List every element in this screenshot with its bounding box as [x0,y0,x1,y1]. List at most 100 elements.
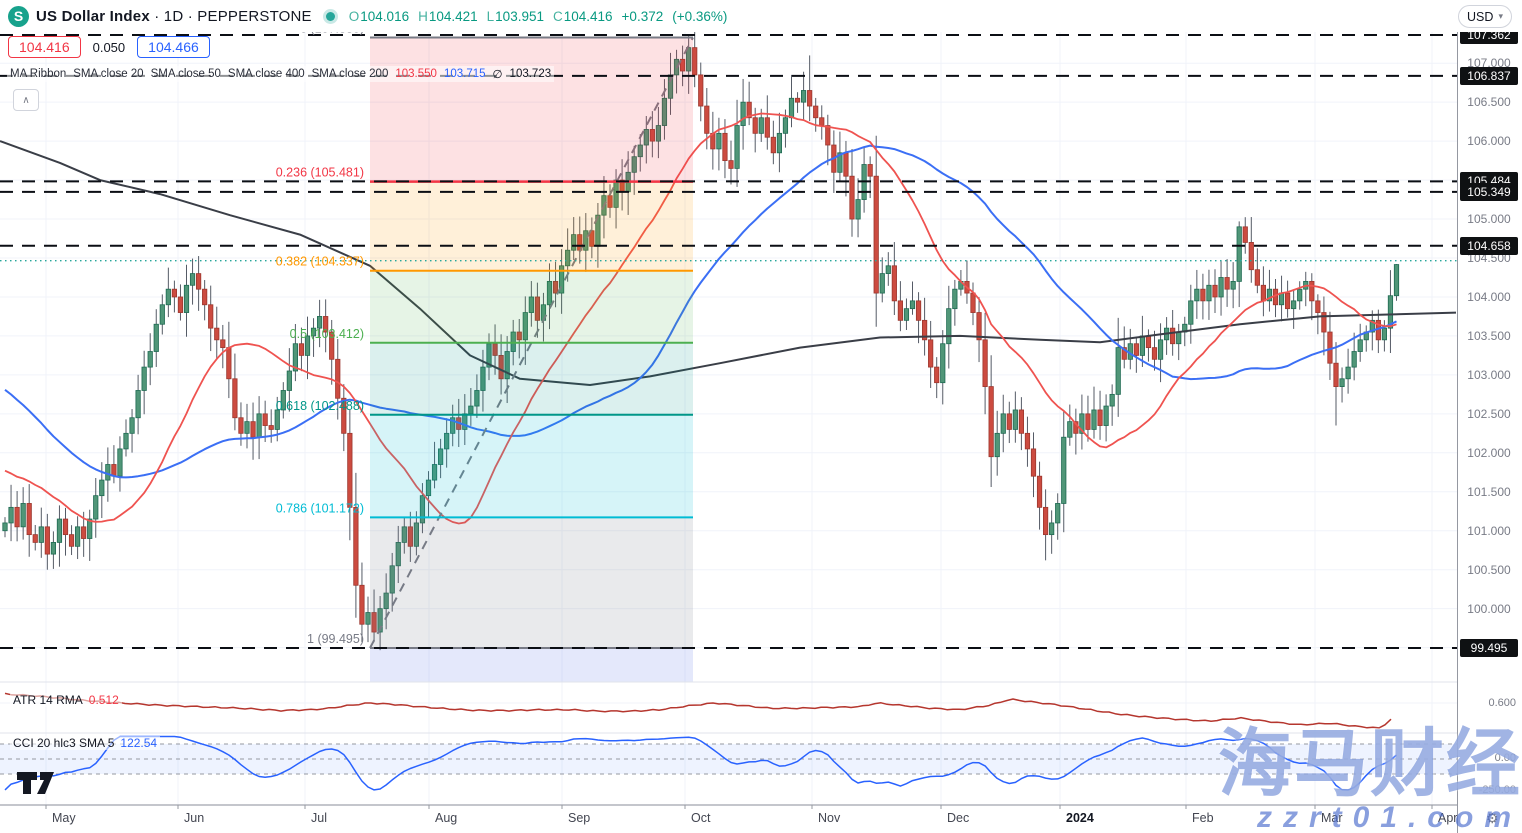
sma200-line [0,140,1457,386]
fib-band [370,342,693,415]
candle-down [819,117,825,126]
currency-dropdown[interactable]: USD ▾ [1458,5,1512,28]
candle-up [1357,339,1363,352]
candle-down [1145,335,1152,349]
candle-up [1012,409,1018,430]
cci-line [4,735,1397,791]
candle-down [1151,347,1158,360]
candle-up [940,343,946,384]
candle-up [909,300,916,310]
time-axis-label[interactable]: May [52,811,76,825]
candle-down [171,288,177,298]
time-axis-label[interactable]: Aug [435,811,457,825]
candle-up [1278,292,1285,306]
fib-trendline[interactable] [369,37,694,649]
fib-level-label: 1 (99.495) [307,632,364,646]
candle-up [1109,393,1115,407]
price-axis-label: 106.500 [1467,95,1511,110]
candle-up [740,101,746,126]
market-status-icon[interactable] [325,11,335,21]
candle-up [401,526,407,543]
candle-up [1236,226,1242,282]
candle-up [165,288,171,306]
change-value: +0.372 [621,8,664,24]
candle-up [1061,436,1067,504]
ma400-value: ∅ [492,69,503,81]
candle-up [38,526,44,543]
cci-legend[interactable]: CCI 20 hlc3 SMA 5 122.54 [10,736,161,750]
candle-down [1333,362,1339,387]
candle-up [286,370,292,391]
candle-up [1139,335,1145,356]
ma-ribbon-legend[interactable]: MA Ribbon SMA close 20 SMA close 50 SMA … [7,66,555,82]
time-axis-label[interactable]: Apr [1438,811,1457,825]
cci-zero-axis-label: 0.00 [1494,752,1516,764]
candle-up [776,132,783,154]
atr-line [4,692,1392,729]
sell-price-button[interactable]: 104.416 [8,36,81,58]
fib-level-label: 0.618 (102.488) [276,399,364,413]
time-axis-label[interactable]: Feb [1192,811,1214,825]
candle-up [1103,405,1109,426]
tradingview-logo[interactable] [16,771,62,795]
fib-band [370,270,693,343]
atr-legend[interactable]: ATR 14 RMA 0.512 [10,693,122,707]
candle-down [752,117,758,134]
candle-up [450,417,456,434]
candle-up [855,199,861,220]
price-axis-label: 102.500 [1467,406,1511,421]
buy-price-button[interactable]: 104.466 [137,36,210,58]
fib-level-label: 0.236 (105.481) [276,166,364,180]
candle-up [903,308,910,321]
candle-down [891,265,897,302]
candle-up [1176,331,1182,345]
candle-down [371,612,377,633]
candle-up [667,74,674,99]
candle-up [1266,288,1273,302]
price-axis-label: 102.000 [1467,445,1511,460]
symbol-title[interactable]: US Dollar Index · 1D · PEPPERSTONE [36,8,312,25]
candle-up [661,97,668,126]
time-axis-label[interactable]: Jul [311,811,327,825]
candle-down [14,506,20,528]
time-axis-label[interactable]: Nov [818,811,841,825]
price-axis[interactable]: 0.600 0.00 -250.00 ⚙ 107.000 106.500 106.0… [1457,0,1522,833]
candle-down [1133,343,1139,356]
candle-up [2,522,8,532]
candle-down [1121,347,1127,360]
candle-down [1085,413,1091,430]
candle-up [1206,284,1212,302]
candle-down [232,378,238,419]
low-value: 103.951 [495,8,544,24]
symbol-logo-icon[interactable]: S [8,5,29,27]
candle-down [825,125,831,146]
price-axis-label: 103.500 [1467,328,1511,343]
open-value: 104.016 [360,8,410,24]
candle-up [758,117,764,134]
price-chart[interactable]: 0 (107.330)0.236 (105.481)0.382 (104.337… [0,0,1457,833]
ma-param-200: SMA close 200 [311,68,389,80]
candle-up [431,464,438,481]
time-axis-label[interactable]: Dec [947,811,969,825]
candle-down [1097,409,1103,426]
candle-up [316,316,323,329]
time-axis-label[interactable]: Sep [568,811,590,825]
ma50-value: 103.715 [443,68,486,80]
candle-up [377,608,383,633]
candle-up [946,308,952,345]
candle-down [1285,292,1291,310]
candle-up [655,125,662,142]
candle-up [1049,522,1055,536]
candle-up [510,331,516,352]
time-axis-label[interactable]: Jun [184,811,204,825]
candle-up [1393,264,1400,297]
candle-down [722,132,728,162]
collapse-legend-button[interactable]: ∧ [13,89,39,111]
time-axis-label[interactable]: Mar [1321,811,1343,825]
atr-value: 0.512 [88,693,119,707]
time-axis-label[interactable]: 2024 [1066,811,1094,825]
candle-down [202,288,208,306]
time-axis-label[interactable]: Oct [691,811,711,825]
candle-up [304,335,311,356]
axis-settings-icon[interactable]: ⚙ [1486,810,1499,826]
